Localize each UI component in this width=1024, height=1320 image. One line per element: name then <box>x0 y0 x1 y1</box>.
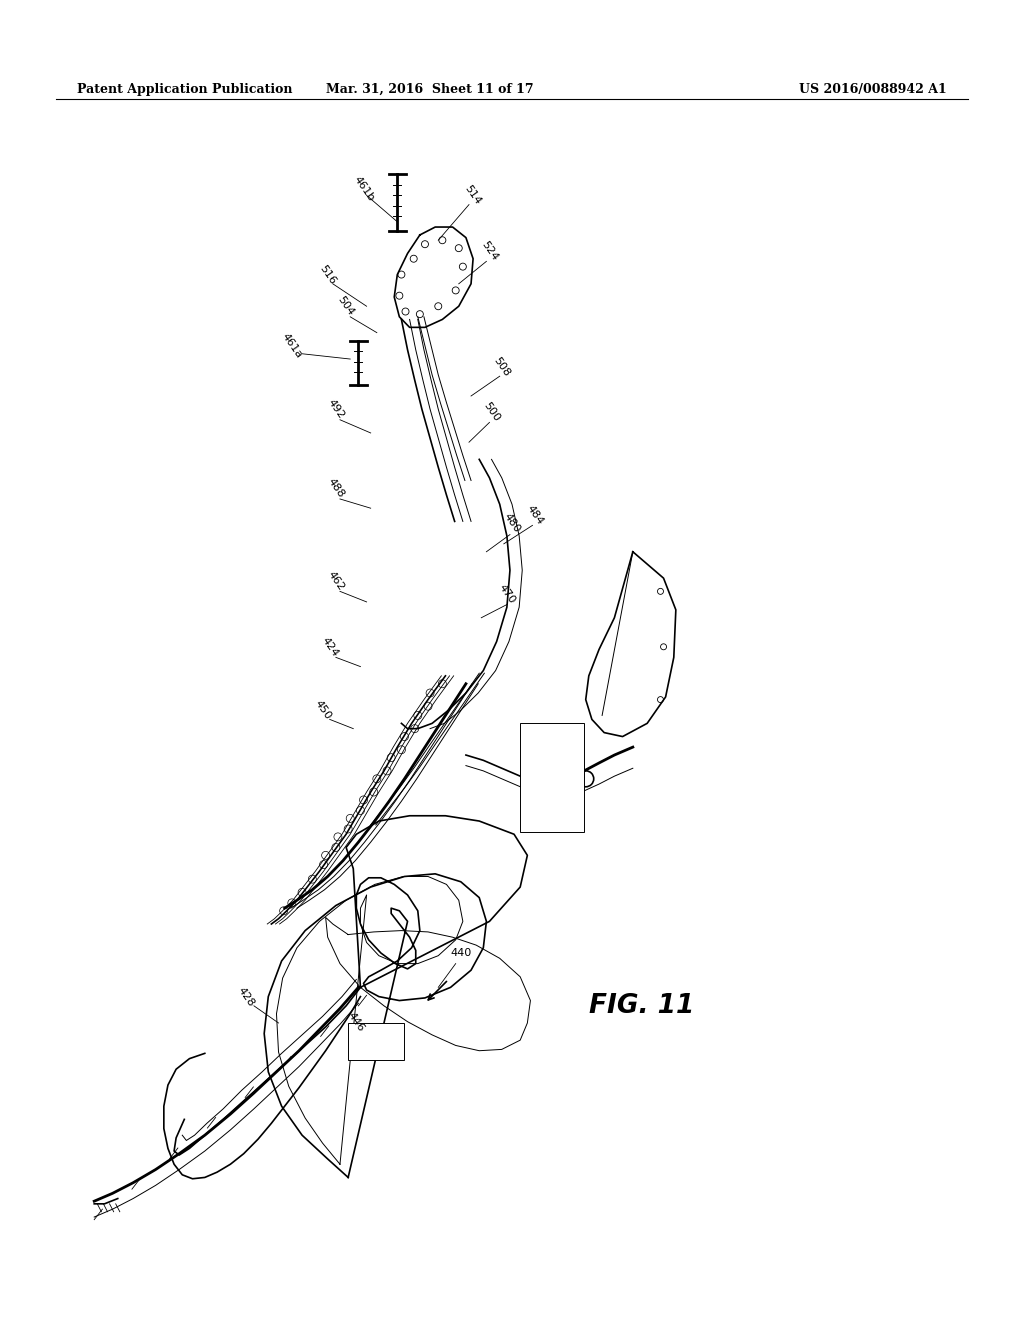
Text: 484: 484 <box>524 503 545 527</box>
Text: Mar. 31, 2016  Sheet 11 of 17: Mar. 31, 2016 Sheet 11 of 17 <box>327 83 534 96</box>
Text: 508: 508 <box>492 355 512 379</box>
Text: US 2016/0088942 A1: US 2016/0088942 A1 <box>800 83 947 96</box>
Text: 470: 470 <box>497 582 517 606</box>
Text: 428: 428 <box>236 985 256 1008</box>
Text: Patent Application Publication: Patent Application Publication <box>77 83 292 96</box>
Text: FIG. 11: FIG. 11 <box>589 993 694 1019</box>
Text: 424: 424 <box>319 635 340 659</box>
Text: 462: 462 <box>326 569 346 593</box>
Text: 461b: 461b <box>351 174 376 203</box>
Bar <box>348 1023 404 1060</box>
Text: 524: 524 <box>479 239 500 263</box>
Bar <box>520 723 584 832</box>
Text: 516: 516 <box>317 263 338 286</box>
Text: 440: 440 <box>451 948 471 958</box>
Text: 492: 492 <box>326 397 346 421</box>
Text: 488: 488 <box>326 477 346 500</box>
Text: 446: 446 <box>346 1010 367 1034</box>
Text: 450: 450 <box>312 698 333 722</box>
Text: 480: 480 <box>502 511 522 535</box>
Text: 500: 500 <box>481 400 502 424</box>
Text: 461a: 461a <box>280 331 304 360</box>
Text: 514: 514 <box>463 183 483 207</box>
Text: 504: 504 <box>336 294 356 318</box>
